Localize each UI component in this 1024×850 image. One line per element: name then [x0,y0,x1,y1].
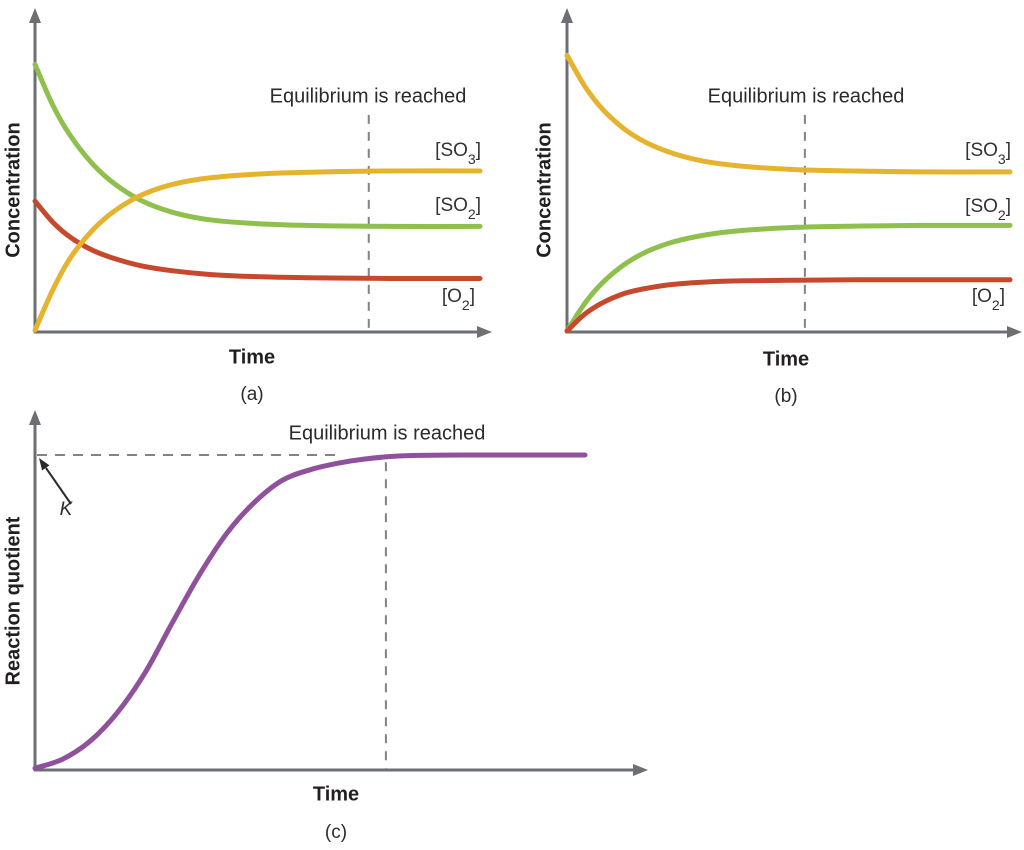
o2-subscript: 2 [991,296,1000,313]
so3-subscript: 3 [467,150,476,167]
chart-c-xlabel: Time [312,783,360,806]
chart-c-ylabel: Reaction quotient [2,516,25,686]
chart-b-caption: (b) [774,386,798,407]
chart-b-label-o2: [O2] [971,286,1005,312]
chart-b-xlabel: Time [762,348,810,371]
chart-a-label-so2: [SO2] [435,195,481,221]
so2-close: ] [1005,196,1011,217]
chart-c-equilibrium-annotation: Equilibrium is reached [288,422,486,445]
so3-close: ] [1005,140,1011,161]
chart-a-xlabel: Time [228,346,276,369]
chart-a-label-so3: [SO3] [435,140,481,166]
so2-subscript: 2 [997,206,1006,223]
chart-a-label-o2: [O2] [441,286,475,312]
o2-base: [O [971,286,992,307]
so3-base: [SO [965,140,998,161]
so2-base: [SO [965,196,998,217]
chart-b-label-so2: [SO2] [965,196,1011,222]
so3-subscript: 3 [997,150,1006,167]
chart-a-equilibrium-annotation: Equilibrium is reached [269,85,467,108]
chart-a-ylabel: Concentration [2,122,25,258]
chart-a-caption: (a) [240,384,264,405]
chart-b-equilibrium-annotation: Equilibrium is reached [707,85,905,108]
k-arrow [39,458,72,505]
chart-c-caption: (c) [324,822,348,843]
chart-b-plot [561,8,1022,338]
so3-base: [SO [435,140,468,161]
o2-close: ] [999,286,1005,307]
chart-c-plot [29,410,648,776]
so3-close: ] [475,140,481,161]
chart-b-label-so3: [SO3] [965,140,1011,166]
k-label: K [59,499,73,520]
chart-b-ylabel: Concentration [533,122,556,258]
o2-base: [O [441,286,462,307]
so2-close: ] [475,195,481,216]
o2-subscript: 2 [461,296,470,313]
chart-a-plot [29,8,492,338]
so2-base: [SO [435,195,468,216]
so2-subscript: 2 [467,205,476,222]
o2-close: ] [469,286,475,307]
